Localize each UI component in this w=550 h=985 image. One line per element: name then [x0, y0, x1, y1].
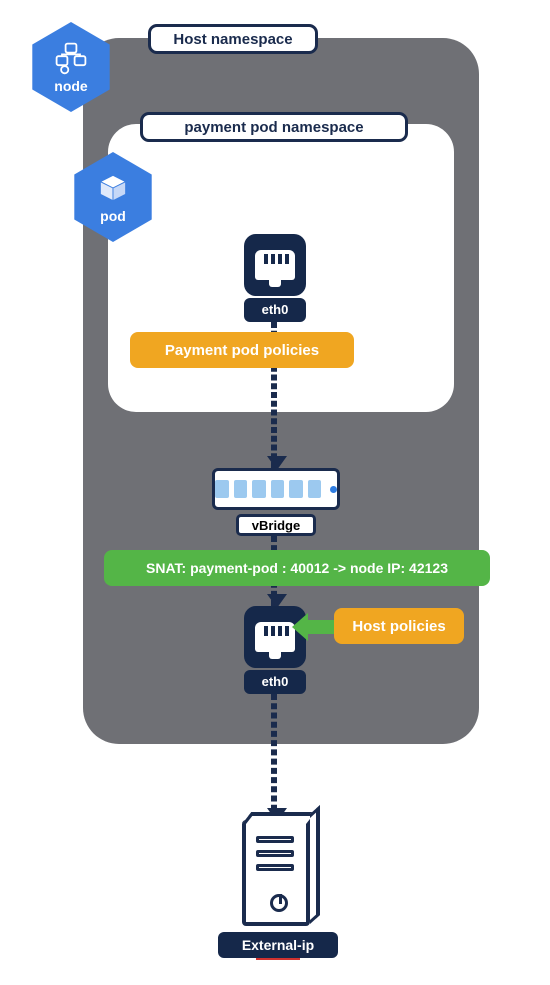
eth0-host-label: eth0 — [244, 670, 306, 694]
pod-hex-label: pod — [100, 208, 126, 224]
host-policies-arrow — [306, 620, 334, 634]
host-namespace-title: Host namespace — [148, 24, 318, 54]
host-policies-pill: Host policies — [334, 608, 464, 644]
kube-node-icon — [53, 40, 89, 76]
diagram-canvas: Host namespace node payment pod namespac… — [0, 0, 550, 985]
external-server-icon — [242, 820, 310, 926]
node-hex-label: node — [54, 78, 87, 94]
connector-eth0-to-external — [271, 694, 277, 820]
eth0-pod-label: eth0 — [244, 298, 306, 322]
eth0-pod-port — [244, 234, 306, 296]
vbridge-switch — [212, 468, 340, 510]
payment-policies-pill: Payment pod policies — [130, 332, 354, 368]
vbridge-label: vBridge — [236, 514, 316, 536]
external-ip-label: External-ip — [218, 932, 338, 958]
snat-label: SNAT: payment-pod : 40012 -> node IP: 42… — [104, 550, 490, 586]
cube-icon — [95, 170, 131, 206]
pod-namespace-title: payment pod namespace — [140, 112, 408, 142]
